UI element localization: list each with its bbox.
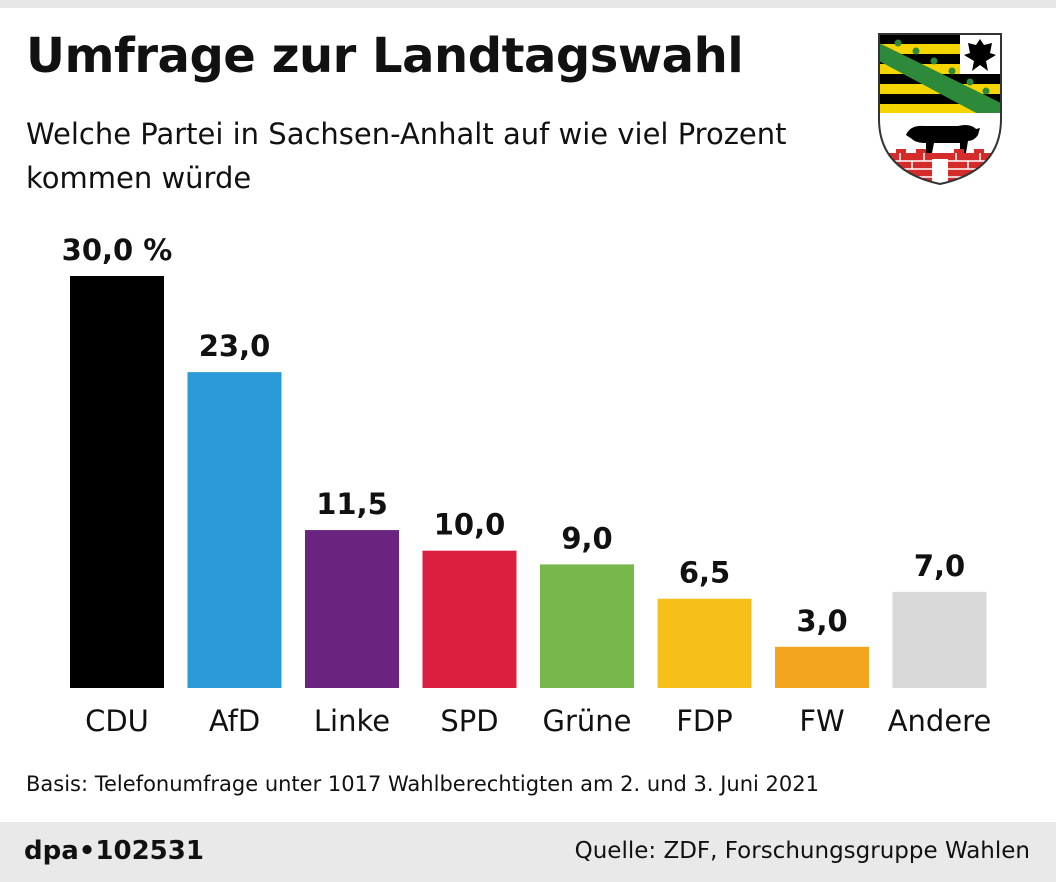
page-title: Umfrage zur Landtagswahl (26, 28, 744, 84)
source-note: Quelle: ZDF, Forschungsgruppe Wahlen (574, 838, 1030, 864)
bar-fw (775, 646, 869, 688)
value-label-fdp: 6,5 (679, 556, 730, 590)
subtitle-line-1: Welche Partei in Sachsen-Anhalt auf wie … (26, 117, 787, 151)
bar-linke (305, 530, 399, 688)
coat-of-arms-icon (878, 33, 1002, 186)
category-label-fdp: FDP (676, 704, 733, 738)
agency-id: dpa•102531 (24, 836, 204, 866)
bar-andere (892, 591, 987, 688)
bar-gr-ne (540, 564, 634, 688)
bar-chart: 30,0 % CDU 23,0 AfD 11,5 Linke 10,0 SPD 9,0 Grüne… (62, 233, 992, 738)
category-label-cdu: CDU (85, 704, 149, 738)
category-label-afd: AfD (209, 704, 260, 738)
value-label-fw: 3,0 (796, 604, 847, 638)
category-label-andere: Andere (888, 704, 992, 738)
bar-cdu (70, 276, 164, 688)
subtitle-line-2: kommen würde (26, 161, 252, 195)
value-label-andere: 7,0 (914, 549, 965, 583)
top-strip (0, 0, 1056, 8)
value-label-spd: 10,0 (434, 508, 506, 542)
bar-afd (187, 372, 282, 688)
category-label-gr-ne: Grüne (543, 704, 632, 738)
bar-spd (422, 550, 517, 688)
value-label-afd: 23,0 (199, 329, 271, 363)
value-label-cdu: 30,0 % (62, 233, 173, 267)
footer-bar: dpa•102531 Quelle: ZDF, Forschungsgruppe… (0, 822, 1056, 882)
value-label-linke: 11,5 (316, 487, 388, 521)
category-label-linke: Linke (314, 704, 390, 738)
page-subtitle: Welche Partei in Sachsen-Anhalt auf wie … (26, 112, 846, 200)
category-label-spd: SPD (440, 704, 498, 738)
survey-basis-note: Basis: Telefonumfrage unter 1017 Wahlber… (26, 772, 819, 796)
bar-fdp (657, 598, 752, 688)
value-label-gr-ne: 9,0 (561, 521, 612, 555)
category-label-fw: FW (799, 704, 844, 738)
